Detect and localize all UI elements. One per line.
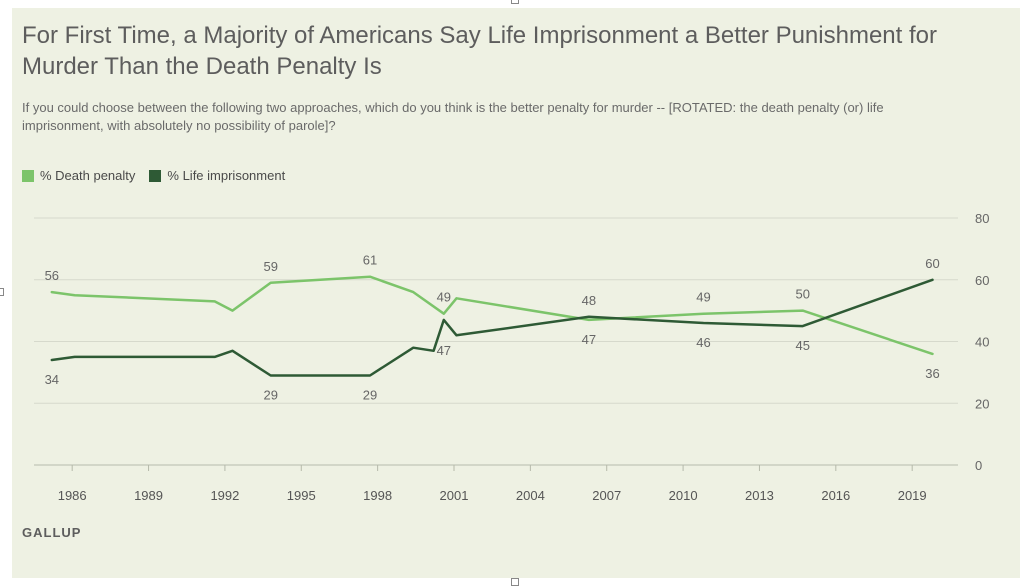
data-label: 60 xyxy=(925,256,939,271)
y-tick-label: 20 xyxy=(975,396,989,411)
x-tick-label: 1986 xyxy=(58,488,87,503)
data-label: 50 xyxy=(795,287,809,302)
x-tick-label: 2007 xyxy=(592,488,621,503)
data-label: 49 xyxy=(696,290,710,305)
selection-handle-top[interactable] xyxy=(511,0,519,4)
data-label: 29 xyxy=(263,387,277,402)
data-label: 36 xyxy=(925,366,939,381)
x-tick-label: 2004 xyxy=(516,488,545,503)
y-tick-label: 80 xyxy=(975,211,989,226)
y-tick-label: 0 xyxy=(975,458,982,473)
data-label: 47 xyxy=(437,343,451,358)
selection-handle-left[interactable] xyxy=(0,288,4,296)
data-label: 49 xyxy=(437,290,451,305)
gallup-brand: GALLUP xyxy=(22,525,81,540)
x-tick-label: 2001 xyxy=(440,488,469,503)
x-tick-label: 1995 xyxy=(287,488,316,503)
x-tick-label: 2016 xyxy=(821,488,850,503)
x-tick-label: 2013 xyxy=(745,488,774,503)
y-tick-label: 60 xyxy=(975,273,989,288)
x-tick-label: 2010 xyxy=(669,488,698,503)
x-tick-label: 1992 xyxy=(210,488,239,503)
x-tick-label: 1998 xyxy=(363,488,392,503)
y-tick-label: 40 xyxy=(975,335,989,350)
data-label: 56 xyxy=(45,268,59,283)
data-label: 59 xyxy=(263,259,277,274)
data-label: 61 xyxy=(363,253,377,268)
x-tick-label: 2019 xyxy=(898,488,927,503)
x-tick-label: 1989 xyxy=(134,488,163,503)
data-label: 34 xyxy=(45,372,59,387)
data-label: 29 xyxy=(363,387,377,402)
selection-handle-bottom[interactable] xyxy=(511,578,519,586)
data-label: 46 xyxy=(696,335,710,350)
data-label: 47 xyxy=(582,332,596,347)
data-label: 45 xyxy=(795,338,809,353)
data-label: 48 xyxy=(582,293,596,308)
